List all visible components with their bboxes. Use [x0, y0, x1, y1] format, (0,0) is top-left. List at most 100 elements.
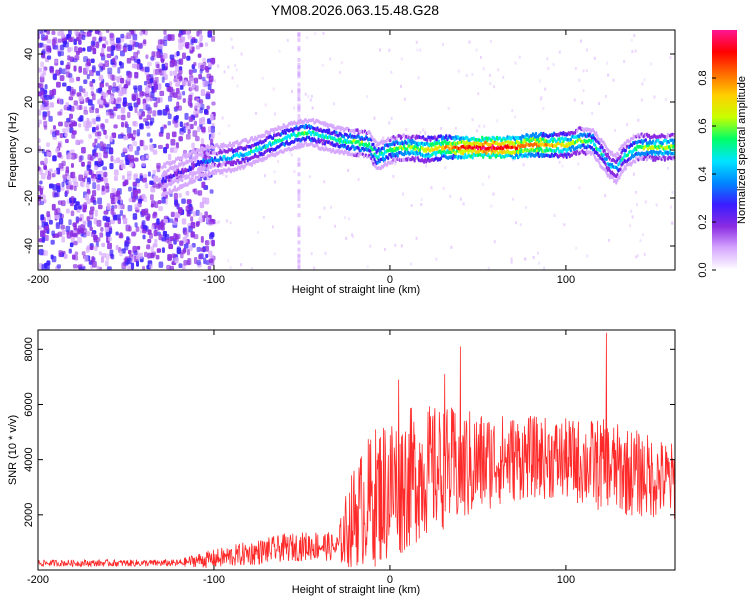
noise-cell: [297, 265, 301, 270]
noise-cell: [89, 81, 94, 87]
noise-cell: [40, 214, 45, 221]
noise-cell: [109, 40, 115, 45]
noise-cell: [177, 105, 182, 111]
signal-cell: [199, 168, 202, 173]
noise-cell: [49, 89, 54, 97]
noise-cell: [149, 95, 153, 102]
noise-cell: [107, 242, 112, 250]
noise-cell: [97, 204, 103, 210]
noise-cell: [201, 181, 206, 189]
signal-cell: [409, 139, 412, 143]
noise-cell: [217, 220, 220, 224]
noise-cell: [440, 127, 443, 131]
noise-cell: [580, 39, 583, 43]
signal-cell: [605, 157, 608, 161]
noise-cell: [161, 196, 166, 204]
noise-cell: [143, 196, 148, 203]
x-tick-label: 100: [557, 274, 575, 286]
noise-cell: [187, 209, 193, 215]
noise-cell: [178, 33, 182, 38]
signal-cell: [248, 151, 252, 156]
noise-cell: [46, 175, 52, 180]
noise-cell: [96, 184, 101, 191]
noise-cell: [523, 257, 526, 261]
noise-cell: [134, 203, 140, 211]
noise-cell: [52, 155, 57, 162]
noise-cell: [585, 69, 588, 73]
noise-cell: [164, 62, 169, 70]
signal-cell: [453, 137, 456, 142]
noise-cell: [255, 111, 258, 115]
noise-cell: [81, 161, 85, 167]
noise-cell: [53, 45, 58, 50]
signal-cell: [571, 144, 575, 149]
noise-cell: [257, 230, 260, 234]
noise-cell: [191, 142, 195, 149]
signal-cell: [372, 142, 375, 147]
noise-cell: [671, 221, 674, 225]
noise-cell: [95, 108, 100, 114]
noise-cell: [101, 146, 106, 152]
noise-cell: [457, 69, 460, 73]
noise-cell: [207, 126, 212, 133]
noise-cell: [69, 242, 74, 248]
noise-cell: [89, 106, 95, 114]
noise-cell: [297, 65, 301, 70]
noise-cell: [106, 53, 112, 59]
signal-cell: [387, 156, 390, 160]
noise-cell: [158, 206, 163, 212]
noise-cell: [162, 52, 168, 59]
noise-cell: [419, 130, 422, 134]
noise-cell: [630, 209, 633, 213]
noise-cell: [68, 248, 72, 254]
noise-cell: [201, 76, 206, 82]
noise-cell: [116, 77, 120, 83]
signal-cell: [265, 129, 268, 134]
noise-cell: [92, 47, 97, 55]
noise-cell: [200, 89, 206, 96]
noise-cell: [286, 38, 289, 42]
noise-cell: [175, 213, 180, 218]
signal-cell: [312, 130, 315, 134]
signal-cell: [223, 154, 226, 159]
noise-cell: [234, 63, 237, 67]
y-tick-label: 2000: [23, 503, 35, 527]
noise-cell: [420, 197, 423, 201]
noise-cell: [650, 62, 653, 66]
noise-cell: [74, 30, 79, 35]
x-tick-label: -100: [203, 274, 225, 286]
noise-cell: [574, 66, 577, 70]
noise-cell: [347, 168, 350, 172]
noise-cell: [357, 177, 360, 181]
noise-cell: [124, 154, 128, 162]
noise-cell: [99, 65, 104, 72]
noise-cell: [170, 34, 175, 41]
noise-cell: [194, 102, 199, 109]
noise-cell: [109, 33, 115, 41]
signal-cell: [463, 156, 466, 160]
signal-cell: [522, 140, 525, 145]
noise-cell: [132, 40, 136, 47]
snr-series-line: [38, 332, 675, 569]
noise-cell: [65, 126, 71, 133]
noise-cell: [424, 132, 427, 136]
noise-cell: [153, 211, 158, 216]
noise-cell: [143, 39, 147, 45]
signal-cell: [653, 155, 656, 159]
noise-cell: [218, 132, 221, 136]
noise-cell: [634, 49, 637, 53]
noise-cell: [187, 129, 191, 135]
noise-cell: [43, 66, 48, 71]
noise-cell: [187, 35, 193, 40]
signal-cell: [599, 148, 602, 153]
noise-cell: [44, 157, 48, 165]
noise-cell: [222, 173, 225, 177]
noise-cell: [90, 58, 95, 64]
signal-cell: [591, 139, 595, 143]
noise-cell: [189, 86, 194, 91]
noise-cell: [129, 39, 134, 46]
signal-cell: [604, 168, 607, 173]
noise-cell: [135, 226, 140, 232]
signal-cell: [352, 144, 355, 149]
noise-cell: [558, 50, 561, 54]
